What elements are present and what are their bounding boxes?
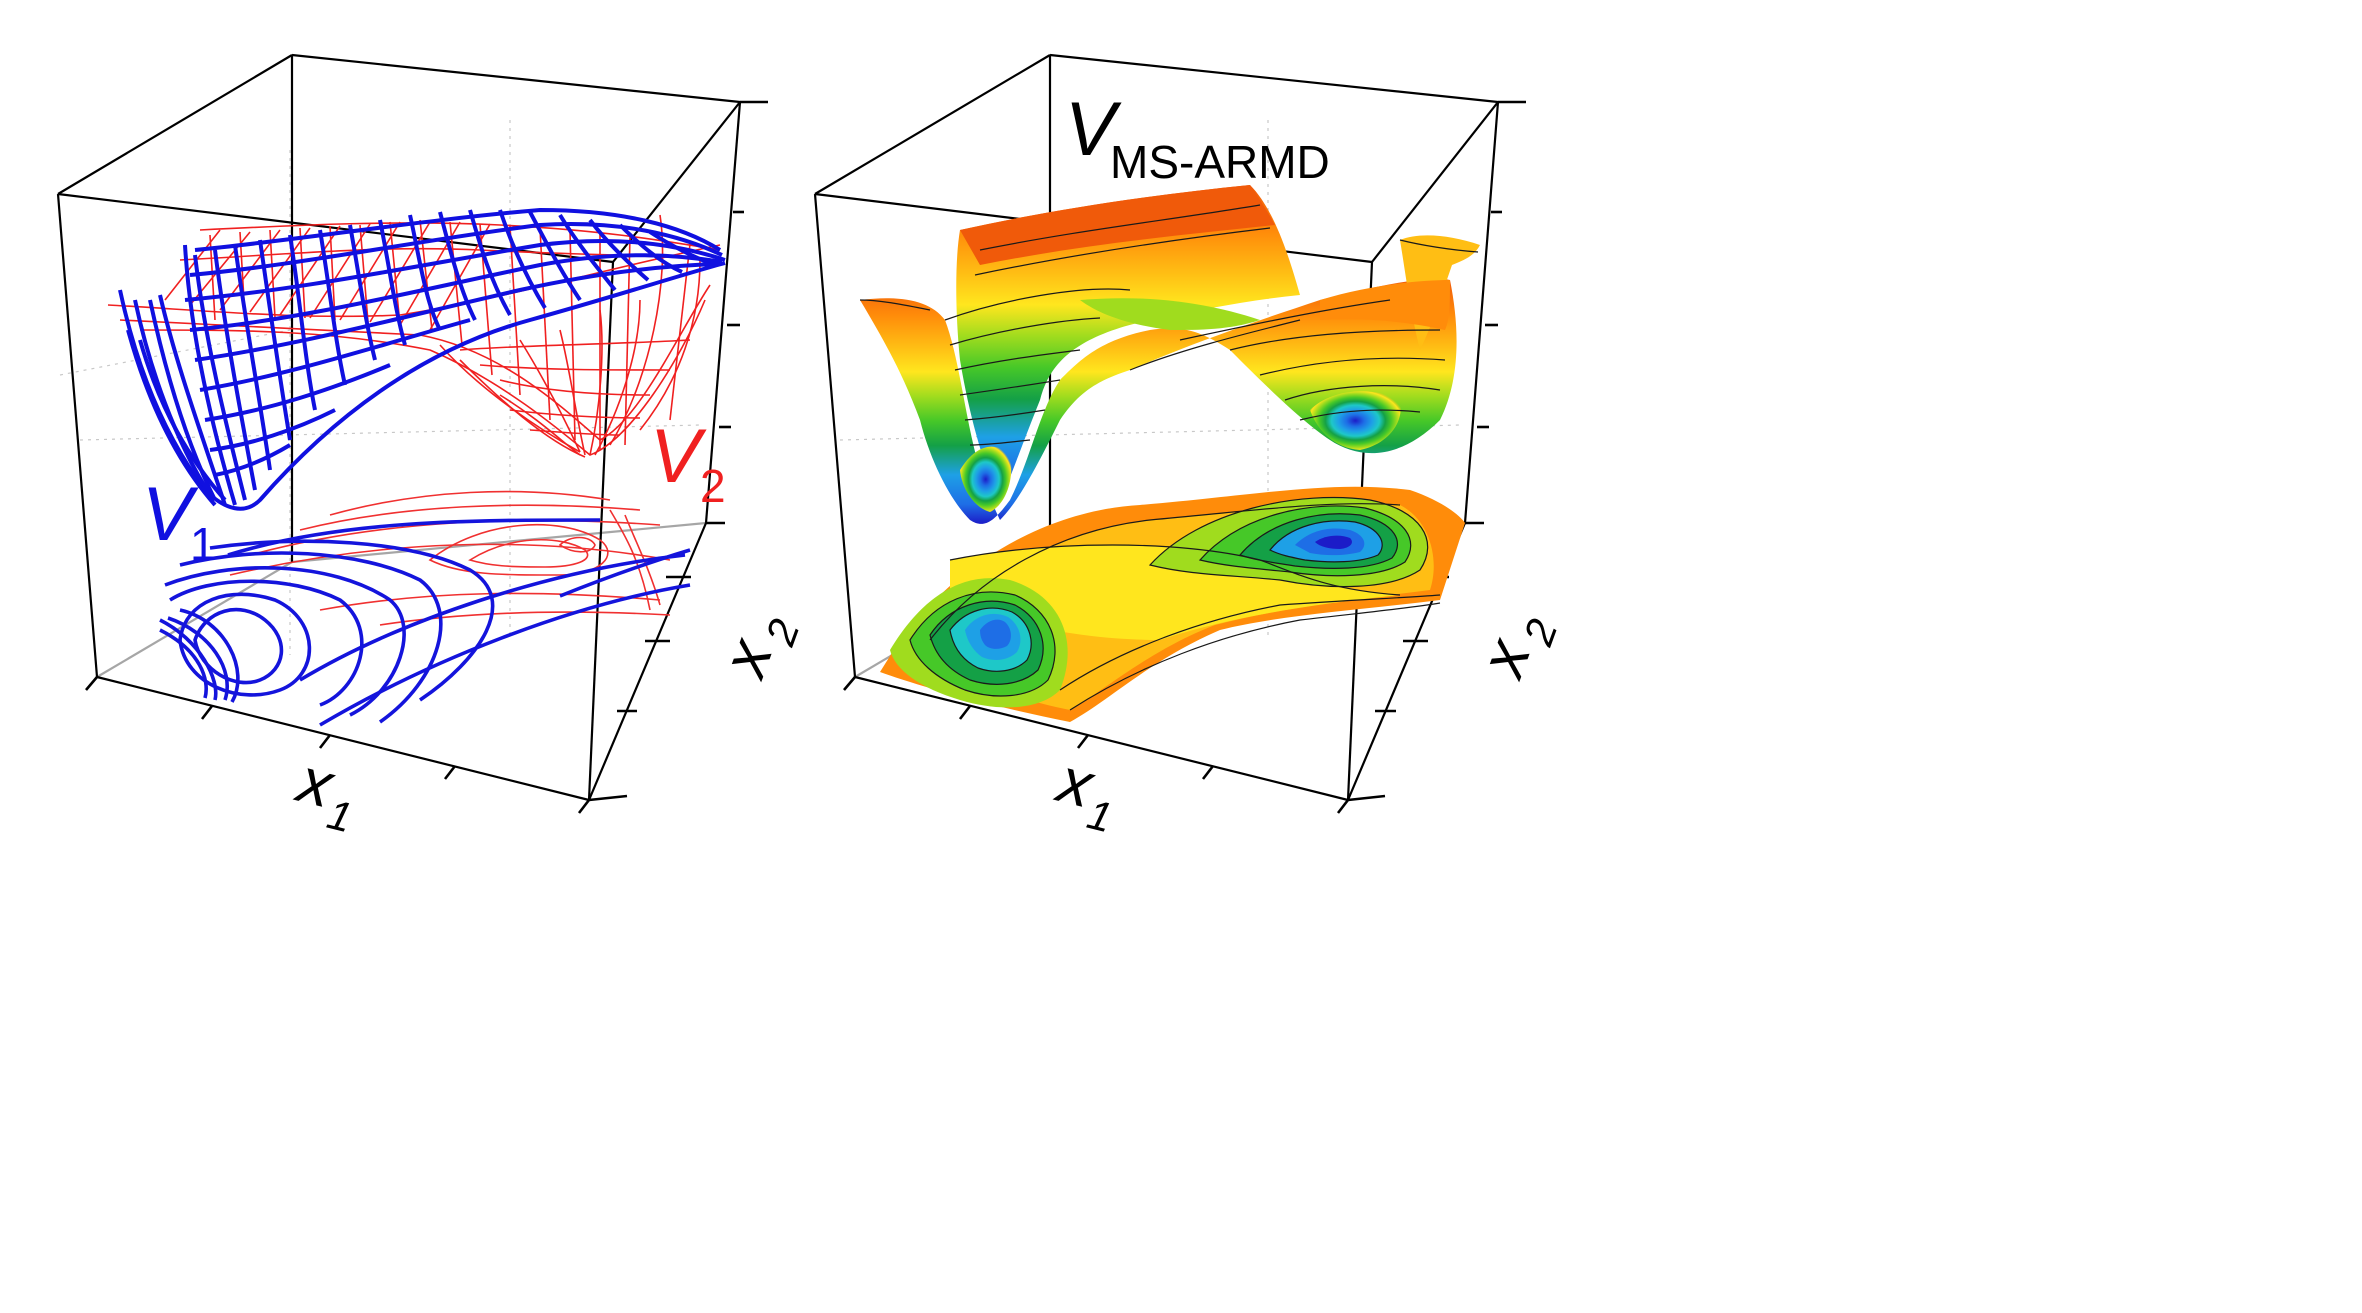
left-ticks	[85, 100, 768, 814]
right-floor-contour-map	[880, 486, 1465, 722]
left-box-frame	[56, 53, 742, 802]
v1-symbol: V	[142, 472, 199, 557]
left-back-grid	[59, 120, 701, 655]
left-x2-axis-label: x 2	[706, 613, 808, 688]
left-x1-axis-label: x 1	[289, 743, 357, 841]
right-panel: V MS-ARMD x 1 x 2	[813, 53, 1566, 841]
v2-subscript: 2	[700, 460, 726, 512]
left-v2-label: V 2	[650, 414, 726, 512]
left-x2-subscript: 2	[756, 613, 808, 652]
left-floor-contours	[159, 490, 691, 727]
left-v1-label: V 1	[142, 472, 216, 570]
v2-symbol: V	[650, 414, 707, 499]
right-surface	[859, 185, 1480, 524]
left-panel: V 1 V 2 x 1 x 2	[56, 53, 808, 841]
left-v1-wireframe	[118, 208, 726, 511]
right-x1-axis-label: x 1	[1049, 743, 1117, 841]
right-surface-contour-lines	[859, 204, 1479, 446]
v1-subscript: 1	[190, 518, 216, 570]
vmsarmd-symbol: V	[1065, 87, 1122, 172]
vmsarmd-subscript: MS-ARMD	[1110, 136, 1330, 188]
right-x2-axis-label: x 2	[1464, 613, 1566, 688]
right-vmsarmd-label: V MS-ARMD	[1065, 87, 1330, 188]
right-x2-subscript: 2	[1514, 613, 1566, 652]
